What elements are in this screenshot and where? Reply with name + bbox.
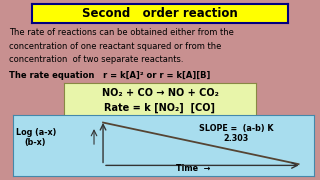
Text: Time  →: Time →	[176, 164, 211, 173]
Text: Log (a-x): Log (a-x)	[16, 128, 56, 137]
Text: Second   order reaction: Second order reaction	[82, 7, 238, 20]
Text: (b-x): (b-x)	[25, 138, 46, 147]
Text: SLOPE =  (a-b) K: SLOPE = (a-b) K	[199, 124, 274, 133]
Text: The rate equation   r = k[A]² or r = k[A][B]: The rate equation r = k[A]² or r = k[A][…	[10, 71, 211, 80]
Text: concentration  of two separate reactants.: concentration of two separate reactants.	[10, 55, 184, 64]
Text: Rate = k [NO₂]  [CO]: Rate = k [NO₂] [CO]	[105, 102, 215, 112]
Text: concentration of one reactant squared or from the: concentration of one reactant squared or…	[10, 42, 222, 51]
Text: NO₂ + CO → NO + CO₂: NO₂ + CO → NO + CO₂	[101, 88, 219, 98]
Text: The rate of reactions can be obtained either from the: The rate of reactions can be obtained ei…	[10, 28, 234, 37]
Text: 2.303: 2.303	[223, 134, 249, 143]
